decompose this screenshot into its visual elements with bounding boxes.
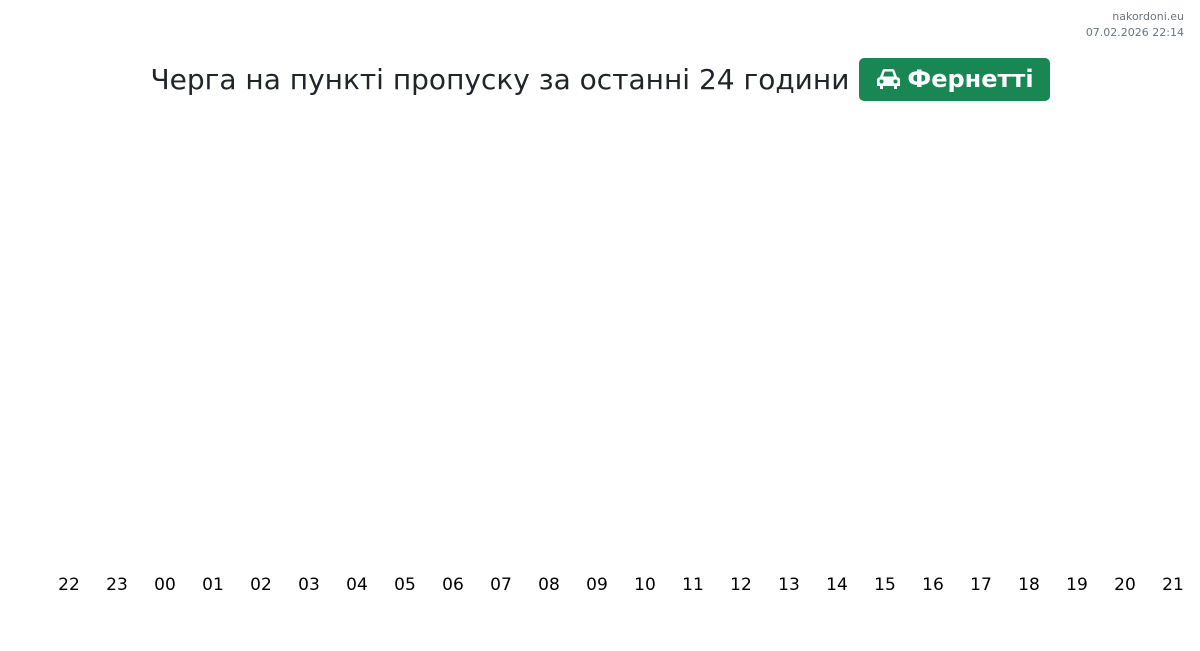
- x-tick-label: 16: [922, 575, 944, 595]
- x-tick-label: 23: [106, 575, 128, 595]
- x-tick-label: 11: [682, 575, 704, 595]
- x-tick-label: 17: [970, 575, 992, 595]
- x-tick-label: 09: [586, 575, 608, 595]
- checkpoint-badge: Фернетті: [859, 58, 1050, 101]
- site-name: nakordoni.eu: [1112, 10, 1184, 23]
- x-tick-label: 02: [250, 575, 272, 595]
- x-tick-label: 22: [58, 575, 80, 595]
- x-tick-label: 08: [538, 575, 560, 595]
- x-tick-label: 04: [346, 575, 368, 595]
- checkpoint-name: Фернетті: [907, 65, 1034, 93]
- x-tick-label: 01: [202, 575, 224, 595]
- x-tick-label: 20: [1114, 575, 1136, 595]
- meta-info: nakordoni.eu 07.02.2026 22:14: [1086, 9, 1184, 41]
- x-tick-label: 21: [1162, 575, 1184, 595]
- x-tick-label: 05: [394, 575, 416, 595]
- x-tick-label: 18: [1018, 575, 1040, 595]
- queue-chart: 22 23 00 01 02 03 04 05 06 07 08 09 10 11 12 13 14 15 16 17…: [58, 575, 1184, 595]
- x-tick-label: 10: [634, 575, 656, 595]
- x-tick-label: 00: [154, 575, 176, 595]
- page-title: Черга на пункті пропуску за останні 24 г…: [150, 63, 850, 96]
- x-tick-label: 06: [442, 575, 464, 595]
- x-tick-label: 12: [730, 575, 752, 595]
- x-tick-label: 19: [1066, 575, 1088, 595]
- chart-header: Черга на пункті пропуску за останні 24 г…: [0, 58, 1200, 101]
- x-tick-label: 13: [778, 575, 800, 595]
- x-tick-label: 07: [490, 575, 512, 595]
- x-tick-label: 03: [298, 575, 320, 595]
- x-tick-label: 15: [874, 575, 896, 595]
- timestamp: 07.02.2026 22:14: [1085, 26, 1184, 39]
- x-tick-label: 14: [826, 575, 848, 595]
- car-icon: [877, 69, 901, 89]
